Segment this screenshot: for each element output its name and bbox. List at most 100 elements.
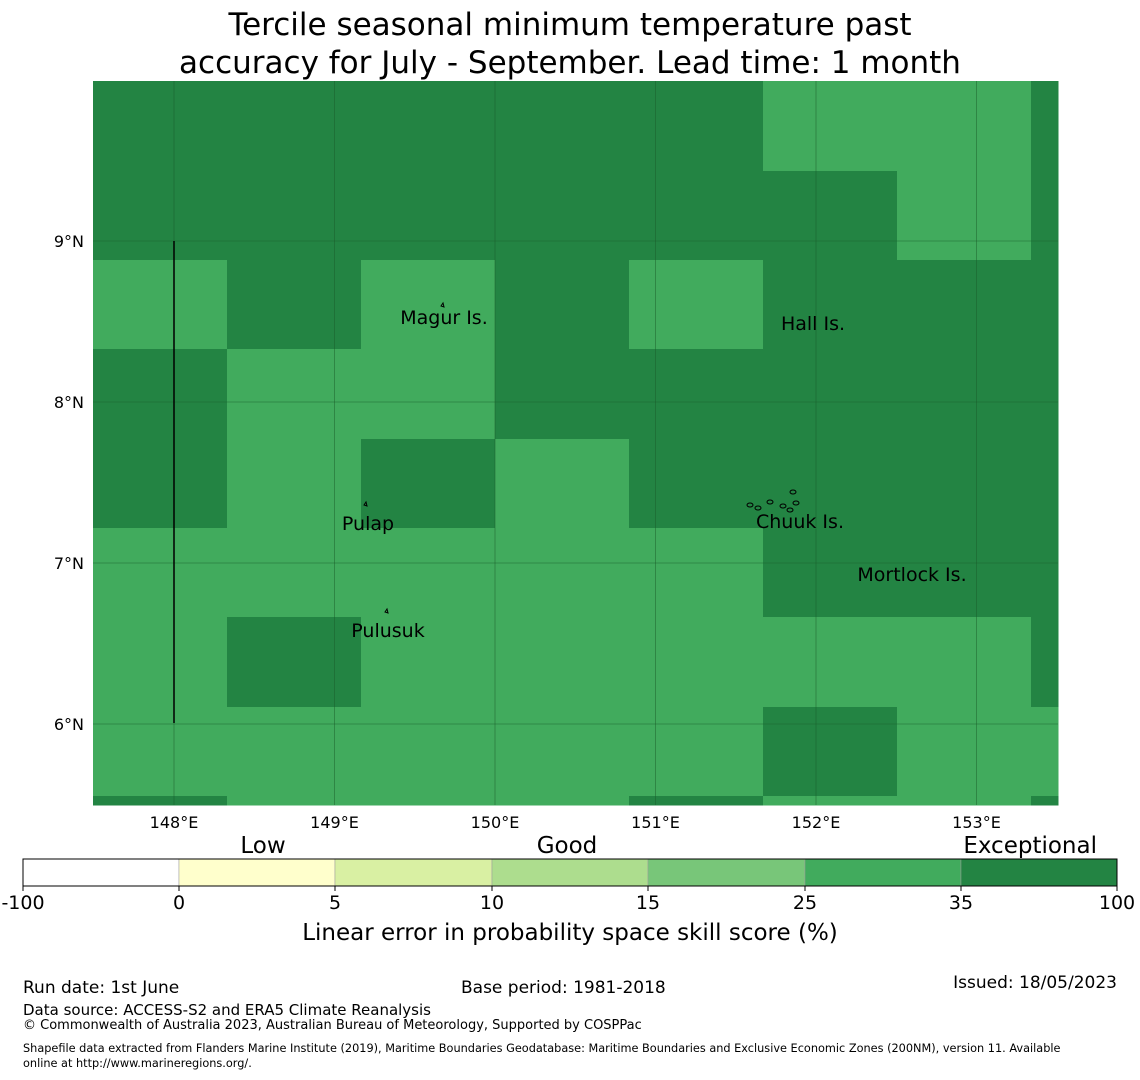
heatmap-cell	[495, 171, 630, 261]
heatmap-cell	[763, 349, 898, 440]
heatmap-cell	[495, 81, 630, 172]
colorbar-category-label: Exceptional	[963, 833, 1097, 859]
y-tick-label: 7°N	[54, 554, 84, 573]
heatmap-cell	[897, 171, 1032, 261]
colorbar-tick-label: -100	[1, 892, 44, 914]
heatmap-cell	[361, 796, 496, 806]
x-tick-label: 150°E	[471, 813, 520, 832]
heatmap-cell	[629, 528, 764, 618]
heatmap-cell	[495, 528, 630, 618]
data-source: Data source: ACCESS-S2 and ERA5 Climate …	[23, 1001, 431, 1019]
heatmap-cell	[763, 707, 898, 797]
chuuk-island-outline	[754, 505, 762, 511]
heatmap-cell	[763, 528, 898, 618]
colorbar-segment	[22, 858, 180, 887]
heatmap-cell	[629, 707, 764, 797]
x-tick-label: 151°E	[631, 813, 680, 832]
y-tick-label: 6°N	[54, 715, 84, 734]
heatmap-cell	[897, 707, 1032, 797]
shapefile-credit-2: online at http://www.marineregions.org/.	[23, 1057, 252, 1070]
heatmap-cell	[897, 81, 1032, 172]
heatmap-cell	[93, 707, 228, 797]
heatmap-cell	[495, 260, 630, 350]
heatmap-cell	[1031, 171, 1059, 261]
heatmap-cell	[227, 707, 362, 797]
heatmap-cell	[93, 260, 228, 350]
heatmap-cell	[495, 707, 630, 797]
chuuk-island-outline	[789, 489, 797, 495]
chuuk-island-outline	[766, 499, 774, 505]
heatmap-cell	[1031, 707, 1059, 797]
colorbar-segment	[804, 858, 962, 887]
heatmap-cell	[763, 171, 898, 261]
colorbar-tick-label: 35	[949, 892, 973, 914]
shapefile-credit-1: Shapefile data extracted from Flanders M…	[23, 1042, 1061, 1055]
colorbar-tick-label: 5	[329, 892, 341, 914]
title-line-1: Tercile seasonal minimum temperature pas…	[228, 7, 912, 43]
heatmap-cell	[361, 171, 496, 261]
heatmap-cell	[227, 349, 362, 440]
colorbar-tick-label: 0	[173, 892, 185, 914]
heatmap-cell	[629, 171, 764, 261]
heatmap-cell	[227, 439, 362, 529]
heatmap-cell	[897, 349, 1032, 440]
colorbar-tick-label: 25	[793, 892, 817, 914]
x-tick-label: 153°E	[952, 813, 1001, 832]
heatmap-cell	[1031, 349, 1059, 440]
place-label: Chuuk Is.	[756, 511, 844, 533]
heatmap-cell	[227, 260, 362, 350]
heatmap-cell	[93, 617, 228, 708]
heatmap-cell	[629, 439, 764, 529]
heatmap-cell	[227, 171, 362, 261]
heatmap-cell	[629, 349, 764, 440]
heatmap-cell	[1031, 439, 1059, 529]
colorbar-segment	[491, 858, 649, 887]
colorbar-category-label: Good	[537, 833, 598, 859]
chuuk-island-outline	[792, 500, 800, 506]
colorbar-segment	[334, 858, 493, 887]
colorbar-segment	[647, 858, 806, 887]
heatmap-cell	[897, 617, 1032, 708]
heatmap-cell	[227, 617, 362, 708]
heatmap-cell	[227, 81, 362, 172]
heatmap-cell	[763, 439, 898, 529]
island-outline	[384, 607, 389, 614]
heatmap-cell	[93, 171, 228, 261]
heatmap-cell	[897, 528, 1032, 618]
heatmap-cell	[763, 796, 898, 806]
chuuk-island-outline	[746, 502, 754, 508]
colorbar-label: Linear error in probability space skill …	[302, 920, 838, 946]
heatmap-cell	[361, 617, 496, 708]
y-tick-label: 8°N	[54, 393, 84, 412]
heatmap-cell	[495, 439, 630, 529]
heatmap-cell	[897, 439, 1032, 529]
x-tick-label: 148°E	[150, 813, 199, 832]
place-label: Pulusuk	[351, 620, 424, 642]
x-tick-label: 152°E	[792, 813, 841, 832]
colorbar-segment	[960, 858, 1118, 887]
heatmap-cell	[629, 260, 764, 350]
island-outline	[363, 500, 368, 507]
heatmap-cell	[629, 81, 764, 172]
y-tick-label: 9°N	[54, 232, 84, 251]
x-tick-label: 149°E	[310, 813, 359, 832]
heatmap-cell	[897, 260, 1032, 350]
base-period: Base period: 1981-2018	[461, 978, 666, 998]
heatmap-cell	[495, 796, 630, 806]
heatmap-cell	[93, 439, 228, 529]
heatmap-cell	[1031, 81, 1059, 172]
heatmap-cell	[1031, 260, 1059, 350]
heatmap-cell	[1031, 528, 1059, 618]
colorbar-segment	[178, 858, 336, 887]
run-date: Run date: 1st June	[23, 978, 180, 998]
heatmap-cell	[361, 260, 496, 350]
place-label: Mortlock Is.	[857, 564, 966, 586]
heatmap-cell	[897, 796, 1032, 806]
heatmap-cell	[361, 349, 496, 440]
chart-title: Tercile seasonal minimum temperature pas…	[0, 6, 1140, 82]
heatmap-cell	[763, 617, 898, 708]
chuuk-island-outline	[779, 503, 787, 509]
colorbar-frame	[22, 858, 1118, 887]
